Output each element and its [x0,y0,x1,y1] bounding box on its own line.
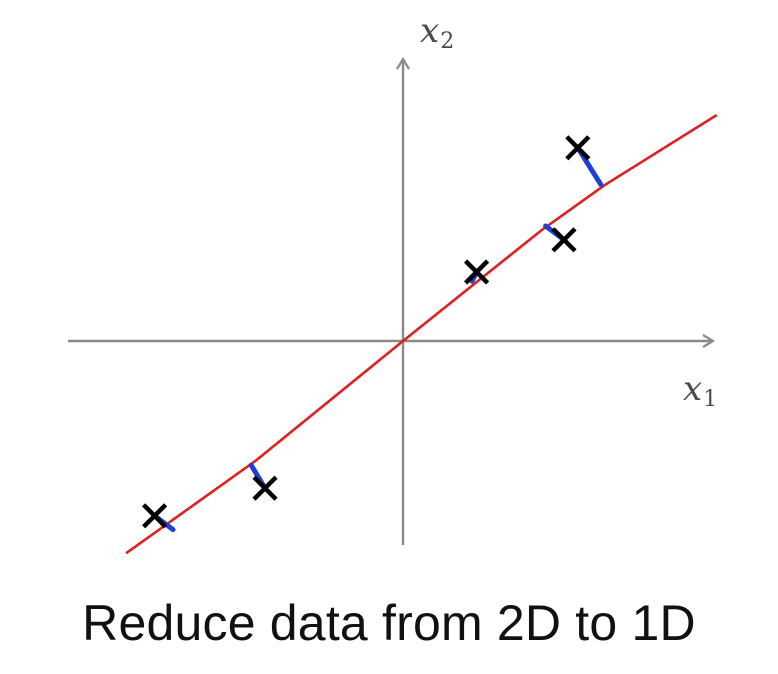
data-point-2 [252,475,278,501]
data-point-3 [464,259,490,285]
data-point-stroke [565,135,591,161]
x2-axis-label: x2 [420,14,454,53]
data-point-5 [565,135,591,161]
data-point-stroke [464,259,490,285]
projection-line [125,114,718,554]
x1-axis-label: x1 [683,372,717,411]
data-point-1 [142,503,168,529]
caption-title: Reduce data from 2D to 1D [82,595,696,651]
x2-axis-var: x [420,11,440,51]
x1-axis-var: x [683,369,703,409]
x1-axis-subscript: 1 [703,387,718,412]
data-point-stroke [551,227,577,253]
data-point-stroke [252,475,278,501]
data-point-stroke [142,503,168,529]
data-point-4 [551,227,577,253]
x2-axis-subscript: 2 [440,29,455,54]
